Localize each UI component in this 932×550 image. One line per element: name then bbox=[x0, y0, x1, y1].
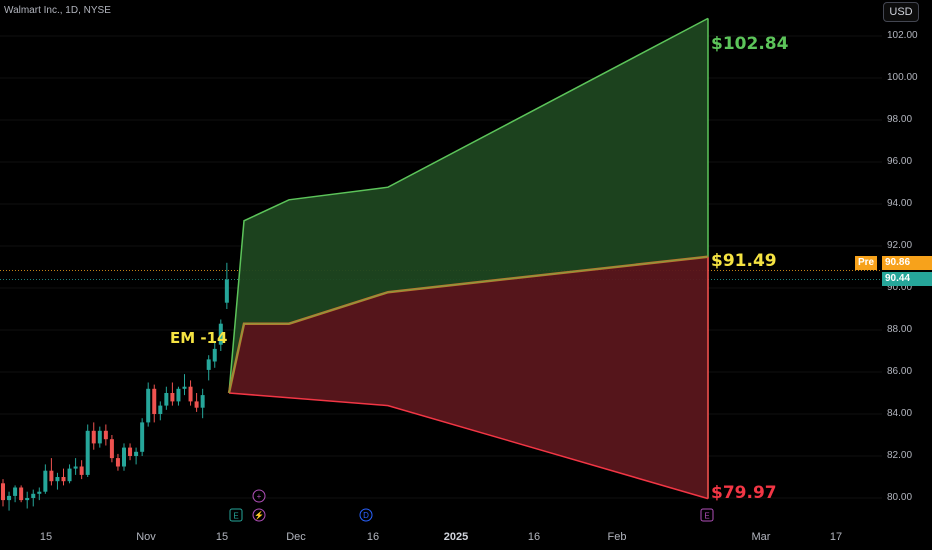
candle bbox=[152, 388, 157, 414]
candle bbox=[55, 477, 60, 482]
last-price-tag: 90.44 bbox=[882, 272, 932, 286]
y-tick-label: 84.00 bbox=[887, 408, 913, 419]
x-tick-label: 15 bbox=[215, 531, 229, 543]
y-tick-label: 86.00 bbox=[887, 366, 913, 377]
candle bbox=[79, 466, 84, 475]
x-tick-label: Mar bbox=[751, 531, 771, 543]
candle bbox=[109, 439, 114, 459]
downside-area bbox=[229, 256, 708, 499]
candle bbox=[7, 495, 12, 501]
upcoming-earnings-icon-label: E bbox=[704, 512, 709, 521]
y-tick-label: 98.00 bbox=[887, 114, 913, 125]
pre-market-label: Pre bbox=[855, 256, 878, 270]
event-plus-icon-label: + bbox=[257, 492, 262, 501]
candle bbox=[122, 447, 126, 467]
candle bbox=[115, 458, 120, 467]
candle bbox=[200, 395, 205, 408]
candle bbox=[158, 405, 163, 414]
mid-line bbox=[228, 256, 709, 394]
upper-target-label: $102.84 bbox=[711, 34, 789, 54]
candle bbox=[37, 491, 42, 494]
candle bbox=[146, 388, 151, 423]
x-tick-label: 16 bbox=[366, 531, 380, 543]
lower-bound-line bbox=[228, 392, 709, 500]
earnings-event-icon bbox=[229, 508, 243, 522]
candle bbox=[25, 498, 30, 501]
candle bbox=[19, 487, 24, 501]
candle bbox=[224, 279, 229, 303]
earnings-event-icon-label: E bbox=[233, 512, 238, 521]
expected-move-label: EM -14 bbox=[170, 329, 228, 347]
candle bbox=[1, 483, 5, 501]
pre-market-price-tag: 90.86 bbox=[882, 256, 932, 270]
candle bbox=[188, 386, 193, 402]
upside-area bbox=[229, 18, 708, 394]
candle bbox=[128, 447, 133, 456]
candle bbox=[134, 451, 139, 456]
candle bbox=[13, 487, 18, 496]
y-tick-label: 102.00 bbox=[887, 30, 918, 41]
x-tick-label: Dec bbox=[286, 531, 306, 543]
candle bbox=[103, 430, 108, 440]
y-tick-label: 96.00 bbox=[887, 156, 913, 167]
y-tick-label: 80.00 bbox=[887, 492, 913, 503]
candle bbox=[212, 348, 217, 362]
upper-bound-line bbox=[228, 17, 709, 394]
lower-target-label: $79.97 bbox=[711, 483, 777, 503]
candle bbox=[176, 388, 181, 402]
y-tick-label: 94.00 bbox=[887, 198, 913, 209]
y-tick-label: 82.00 bbox=[887, 450, 913, 461]
split-event-icon bbox=[252, 508, 266, 522]
dividend-event-icon bbox=[359, 508, 373, 522]
candle bbox=[61, 477, 66, 482]
x-tick-label: 16 bbox=[527, 531, 541, 543]
candle bbox=[182, 386, 187, 389]
candle bbox=[73, 466, 78, 469]
candle bbox=[194, 401, 199, 408]
candle bbox=[67, 468, 72, 482]
x-tick-label: Nov bbox=[136, 531, 156, 543]
mid-target-label: $91.49 bbox=[711, 251, 777, 271]
candle bbox=[49, 470, 54, 482]
y-tick-label: 90.00 bbox=[887, 282, 913, 293]
candle bbox=[164, 393, 169, 406]
candle bbox=[31, 493, 36, 498]
x-tick-label: 15 bbox=[39, 531, 53, 543]
candle bbox=[43, 470, 48, 492]
event-plus-icon bbox=[252, 489, 266, 503]
upcoming-earnings-icon bbox=[700, 508, 714, 522]
symbol-title: Walmart Inc., 1D, NYSE bbox=[4, 5, 111, 16]
x-tick-label: 2025 bbox=[443, 531, 469, 543]
y-tick-label: 88.00 bbox=[887, 324, 913, 335]
x-tick-label: 17 bbox=[829, 531, 843, 543]
candle bbox=[140, 422, 145, 452]
candle bbox=[206, 359, 211, 370]
candle bbox=[85, 430, 90, 475]
candle bbox=[91, 430, 96, 444]
dividend-event-icon-label: D bbox=[363, 511, 369, 520]
candle bbox=[218, 323, 223, 345]
split-event-icon-label: ⚡ bbox=[254, 510, 264, 520]
candle bbox=[170, 393, 175, 402]
y-tick-label: 92.00 bbox=[887, 240, 913, 251]
currency-button[interactable]: USD bbox=[883, 2, 919, 22]
y-tick-label: 100.00 bbox=[887, 72, 918, 83]
x-tick-label: Feb bbox=[607, 531, 627, 543]
candle bbox=[97, 430, 102, 444]
